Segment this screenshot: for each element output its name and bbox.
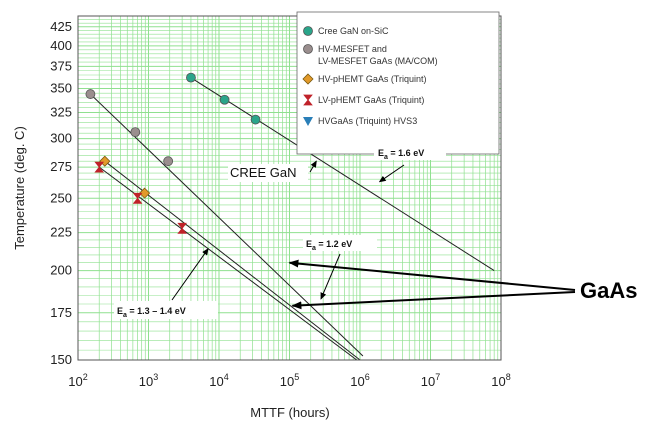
data-point	[85, 89, 96, 99]
gaas-arrow-lower	[291, 291, 576, 310]
ea-16-bg	[374, 144, 446, 160]
ea-12-label: Ea = 1.2 eV	[306, 239, 352, 252]
legend: Cree GaN on-SiC HV-MESFET and LV-MESFET …	[296, 11, 500, 155]
x-axis-label: MTTF (hours)	[250, 405, 329, 420]
x-tick-label: 103	[139, 372, 158, 389]
y-tick-labels: 150 175 200 225 250 275 300 325 350 375 400 425	[50, 19, 72, 367]
data-points	[85, 72, 261, 234]
legend-label-hv-phemt: HV-pHEMT GaAs (Triquint)	[318, 74, 427, 84]
legend-marker	[303, 44, 313, 54]
legend-marker	[302, 73, 314, 85]
data-point	[163, 156, 174, 167]
data-point	[219, 94, 230, 105]
plot-frame	[77, 15, 502, 361]
y-tick-label: 350	[50, 80, 72, 95]
ea-13-bg	[114, 301, 218, 319]
fit-line	[90, 93, 364, 357]
data-point	[177, 222, 187, 234]
y-tick-label: 175	[50, 305, 72, 320]
data-point	[132, 192, 143, 204]
y-tick-label: 200	[50, 263, 72, 278]
cree-gan-bg	[228, 164, 308, 182]
ea-12-arrow	[320, 253, 341, 300]
ea-16-arrow	[378, 164, 405, 183]
gaas-arrow-upper	[288, 259, 576, 291]
y-tick-label: 225	[50, 225, 72, 240]
legend-label-hvgaas: HVGaAs (Triquint) HVS3	[318, 116, 417, 126]
y-tick-label: 300	[50, 131, 72, 146]
y-axis-label: Temperature (deg. C)	[12, 126, 27, 250]
gaas-label: GaAs	[580, 278, 637, 303]
legend-marker	[303, 94, 313, 106]
fit-line	[190, 77, 495, 272]
data-point	[139, 187, 151, 199]
y-tick-label: 400	[50, 38, 72, 53]
x-tick-labels: 102 103 104 105 106 107 108	[68, 372, 510, 389]
x-tick-label: 107	[421, 372, 440, 389]
legend-label-mesfet-2: LV-MESFET GaAs (MA/COM)	[318, 56, 438, 66]
legend-label-lv-phemt: LV-pHEMT GaAs (Triquint)	[318, 95, 424, 105]
x-tick-label: 108	[491, 372, 510, 389]
annotations: Ea = 1.6 eV CREE GaN Ea = 1.2 eV Ea = 1.…	[114, 144, 637, 319]
y-tick-label: 250	[50, 190, 72, 205]
legend-box	[296, 11, 500, 155]
x-tick-label: 106	[350, 372, 369, 389]
legend-marker	[303, 117, 313, 126]
fit-lines	[90, 77, 495, 361]
x-tick-label: 104	[209, 372, 228, 389]
y-tick-label: 425	[50, 19, 72, 34]
cree-gan-arrow	[309, 160, 317, 173]
ea-16-label: Ea = 1.6 eV	[378, 148, 424, 161]
cree-gan-label: CREE GaN	[230, 165, 296, 180]
fit-line	[98, 166, 358, 361]
legend-markers	[302, 26, 314, 126]
data-point	[250, 114, 261, 125]
y-tick-label: 275	[50, 159, 72, 174]
data-point	[130, 127, 141, 138]
y-tick-label: 325	[50, 105, 72, 120]
ea-13-label: Ea = 1.3 – 1.4 eV	[117, 306, 186, 319]
legend-marker	[303, 26, 313, 36]
ea-13-arrow	[171, 248, 209, 301]
y-tick-label: 375	[50, 58, 72, 73]
data-point	[186, 72, 196, 83]
legend-label-mesfet-1: HV-MESFET and	[318, 44, 387, 54]
ea-12-bg	[303, 235, 377, 251]
legend-label-cree: Cree GaN on-SiC	[318, 26, 389, 36]
x-tick-label: 102	[68, 372, 87, 389]
y-tick-label: 150	[50, 352, 72, 367]
x-tick-label: 105	[280, 372, 299, 389]
data-point	[94, 161, 105, 173]
